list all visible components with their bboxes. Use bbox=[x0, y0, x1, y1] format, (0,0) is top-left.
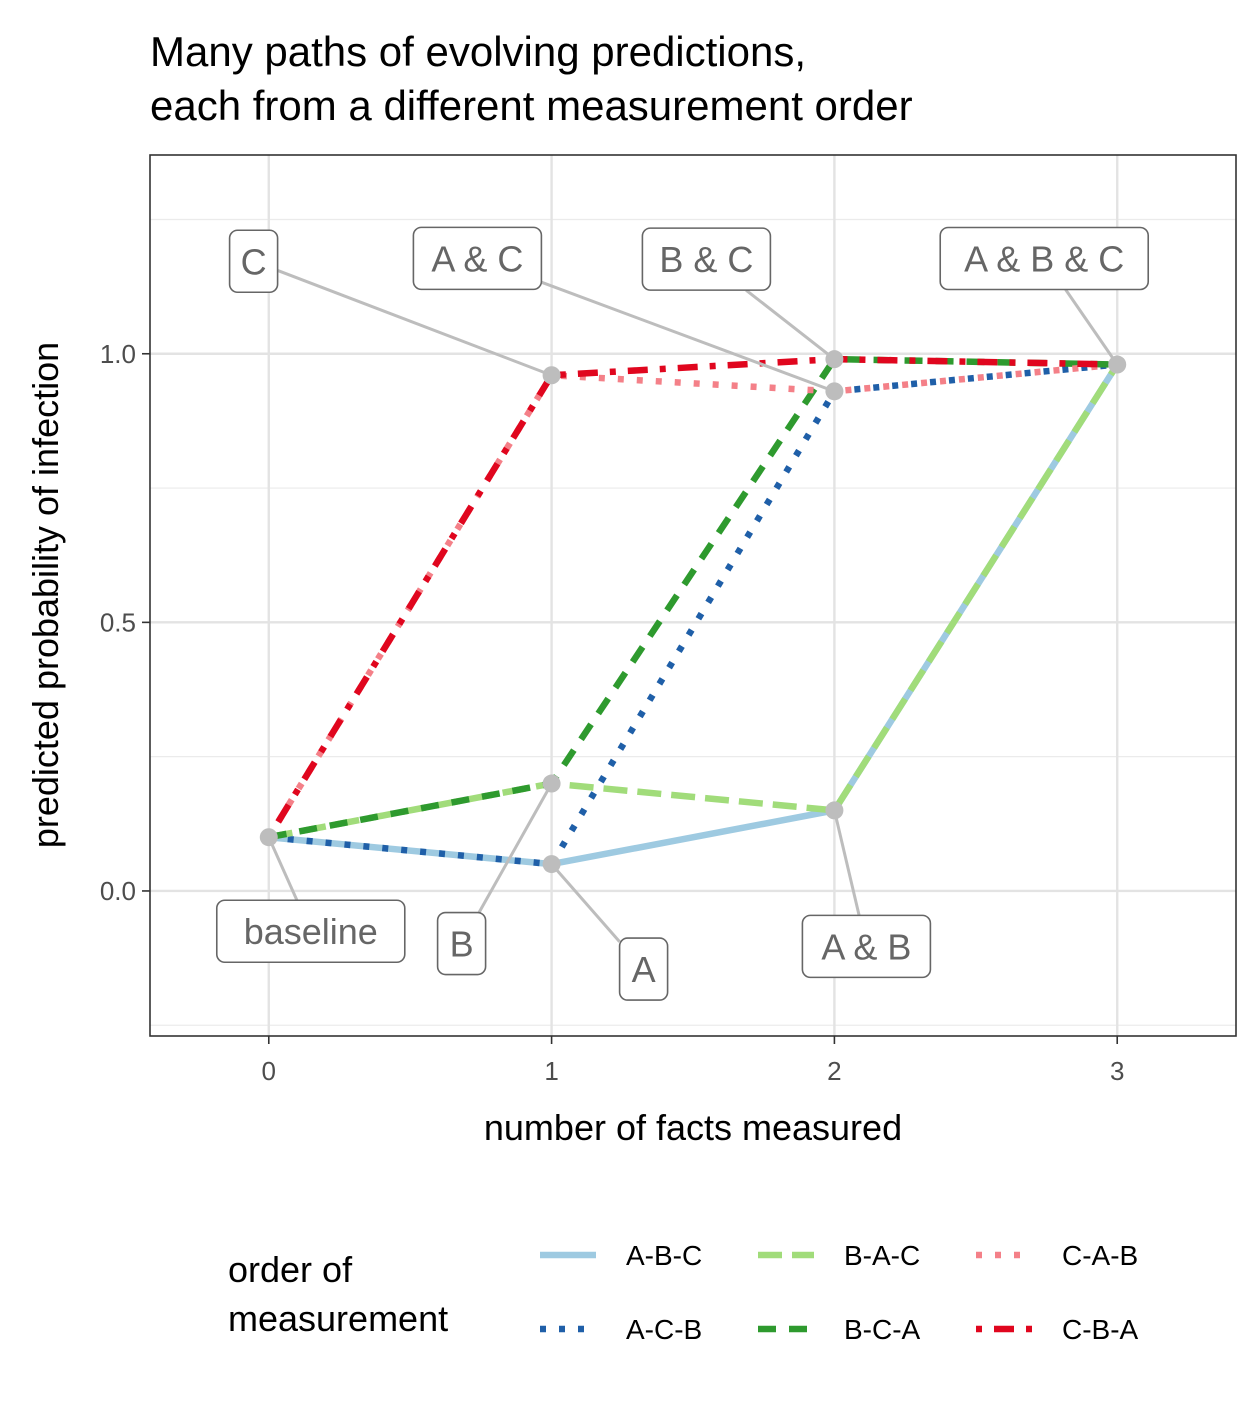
legend-label-C-A-B: C-A-B bbox=[1062, 1240, 1138, 1271]
point-label-box bbox=[215, 899, 406, 964]
point-label-box bbox=[436, 911, 487, 976]
x-tick-label: 2 bbox=[827, 1056, 841, 1086]
grid bbox=[150, 155, 1236, 1036]
point-label-box bbox=[641, 227, 772, 291]
data-points bbox=[259, 350, 1127, 874]
data-point bbox=[542, 366, 561, 385]
point-label-box bbox=[228, 229, 279, 294]
point-label-box bbox=[618, 937, 669, 1001]
label-connectors bbox=[267, 269, 1119, 943]
label-connector bbox=[540, 280, 835, 393]
point-label: A & B bbox=[821, 926, 911, 967]
series-line-B-C-A bbox=[268, 355, 1118, 841]
plot-border bbox=[149, 154, 1237, 1037]
legend-label-A-B-C: A-B-C bbox=[626, 1240, 702, 1271]
series-line-C-B-A bbox=[266, 355, 1118, 839]
series-line-C-A-B bbox=[266, 361, 1118, 839]
data-point bbox=[542, 774, 561, 793]
point-label: baseline bbox=[244, 911, 378, 952]
axis-ticks: 0 1 2 3 0.0 0.5 1.0 bbox=[100, 339, 1125, 1086]
point-label: A & C bbox=[431, 238, 523, 279]
point-label: B bbox=[450, 924, 474, 965]
point-label: A bbox=[632, 949, 656, 990]
legend: order of measurement A-B-C B-A-C C-A-B A-C-… bbox=[228, 1240, 1139, 1345]
chart-title-line2: each from a different measurement order bbox=[150, 82, 913, 129]
label-connector bbox=[277, 269, 553, 377]
x-tick-label: 1 bbox=[544, 1056, 558, 1086]
y-tick-label: 1.0 bbox=[100, 339, 136, 369]
data-point bbox=[825, 382, 844, 401]
label-connector bbox=[477, 782, 553, 914]
y-tick-label: 0.5 bbox=[100, 607, 136, 637]
point-label: A & B & C bbox=[964, 239, 1124, 280]
y-axis-title: predicted probability of infection bbox=[25, 342, 66, 848]
label-connector bbox=[550, 863, 621, 943]
x-tick-label: 0 bbox=[262, 1056, 276, 1086]
x-axis-title: number of facts measured bbox=[484, 1107, 902, 1148]
point-label: C bbox=[241, 241, 267, 282]
legend-label-A-C-B: A-C-B bbox=[626, 1314, 702, 1345]
series-line-A-B-C bbox=[268, 362, 1120, 868]
label-connector bbox=[745, 288, 836, 361]
chart-title-line1: Many paths of evolving predictions, bbox=[150, 28, 806, 75]
x-tick-label: 3 bbox=[1110, 1056, 1124, 1086]
legend-label-B-C-A: B-C-A bbox=[844, 1314, 921, 1345]
data-point bbox=[825, 801, 844, 820]
legend-title-line2: measurement bbox=[228, 1298, 448, 1339]
legend-label-B-A-C: B-A-C bbox=[844, 1240, 920, 1271]
data-point bbox=[259, 828, 278, 847]
data-point bbox=[1108, 355, 1127, 374]
point-label: B & C bbox=[659, 239, 753, 280]
legend-title-line1: order of bbox=[228, 1249, 353, 1290]
label-connector bbox=[832, 810, 861, 916]
series-line-B-A-C bbox=[268, 362, 1120, 841]
series-line-A-C-B bbox=[268, 361, 1118, 868]
data-point bbox=[825, 350, 844, 369]
series-lines bbox=[266, 355, 1120, 868]
point-label-box bbox=[801, 914, 932, 979]
point-labels: baseline A B C A & B A & C B & C A & B & C bbox=[215, 226, 1150, 1001]
data-point bbox=[542, 855, 561, 874]
label-connector bbox=[1064, 288, 1119, 366]
point-label-box bbox=[412, 226, 543, 291]
point-label-box bbox=[939, 226, 1150, 291]
label-connector bbox=[267, 836, 299, 901]
y-tick-label: 0.0 bbox=[100, 876, 136, 906]
legend-label-C-B-A: C-B-A bbox=[1062, 1314, 1139, 1345]
